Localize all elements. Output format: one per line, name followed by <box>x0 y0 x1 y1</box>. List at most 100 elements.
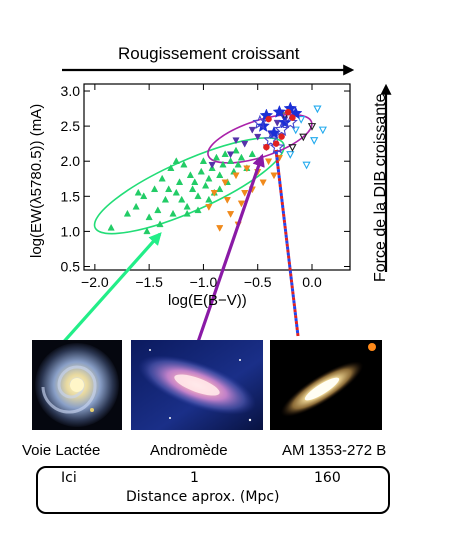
triangle-up-point <box>232 146 240 154</box>
circle-point <box>265 115 272 123</box>
triangle-up-point <box>216 171 224 178</box>
x-tick-label: −1.5 <box>135 274 163 290</box>
data-points <box>107 101 327 235</box>
y-tick-label: 1.0 <box>61 223 81 239</box>
triangle-down-point <box>291 126 300 135</box>
y-tick-label: 1.5 <box>61 188 81 204</box>
triangle-up-point <box>183 209 191 217</box>
x-tick-label: 0.0 <box>302 274 322 290</box>
triangle-up-point <box>197 167 205 175</box>
triangle-down-point <box>221 179 229 187</box>
milky-way-arrow <box>58 232 162 348</box>
star-point <box>252 114 268 130</box>
triangle-up-point <box>205 174 213 182</box>
axis-ticks: −2.0 −1.5 −1.0 −0.5 0.0 0.5 1.0 1.5 2.0 2.5 3.0 <box>61 83 350 290</box>
triangle-up-point <box>172 188 180 196</box>
triangle-up-point <box>178 195 186 203</box>
triangle-up-point <box>154 206 162 214</box>
milky-way-label: Voie Lactée <box>22 442 101 459</box>
triangle-up-point <box>194 192 202 200</box>
triangle-down-point <box>210 190 218 197</box>
y-tick-label: 2.5 <box>61 118 81 134</box>
triangle-up-point <box>158 174 166 182</box>
triangle-down-point <box>264 158 273 166</box>
triangle-up-point <box>140 192 148 200</box>
dib-strength-title: Force de la DIB croissante <box>372 93 389 282</box>
triangle-up-point <box>216 185 224 193</box>
plot-frame <box>83 83 351 271</box>
y-tick-label: 0.5 <box>61 258 81 274</box>
y-axis-label: log(EW(λ5780.5)) (mA) <box>28 103 45 258</box>
distance-andromeda: 1 <box>190 470 199 486</box>
triangle-up-point <box>161 195 170 203</box>
triangle-up-point <box>219 160 227 168</box>
circle-point <box>263 143 270 151</box>
triangle-down-point <box>273 119 281 127</box>
triangle-down-point <box>286 151 295 159</box>
triangle-up-point <box>221 150 229 157</box>
triangle-down-point <box>243 165 251 173</box>
circle-point <box>272 140 280 147</box>
triangle-down-point <box>259 179 267 187</box>
circle-point <box>284 108 292 116</box>
triangle-up-point <box>156 220 164 228</box>
triangle-up-point <box>167 164 175 171</box>
triangle-up-point <box>188 185 197 193</box>
am1353-link-blue <box>274 149 300 337</box>
distance-box: Ici 1 160 Distance aprox. (Mpc) <box>36 466 390 514</box>
triangle-down-point <box>223 197 231 204</box>
andromeda-label: Andromède <box>150 442 228 459</box>
triangle-up-point <box>234 160 242 168</box>
triangle-down-point <box>313 105 322 114</box>
triangle-down-point <box>302 161 311 170</box>
triangle-up-point <box>248 150 256 157</box>
triangle-down-point <box>208 161 216 169</box>
triangle-up-point <box>172 157 180 164</box>
triangle-down-point <box>237 200 246 208</box>
triangle-down-point <box>299 133 308 142</box>
triangle-down-point <box>241 140 249 148</box>
y-tick-label: 2.0 <box>61 153 81 169</box>
triangle-down-point <box>297 116 306 124</box>
triangle-up-point <box>199 157 208 164</box>
triangle-down-point <box>226 151 235 159</box>
x-tick-label: −2.0 <box>81 274 109 290</box>
andromeda-arrow <box>196 153 265 343</box>
distance-caption: Distance aprox. (Mpc) <box>126 489 280 505</box>
triangle-up-point <box>169 209 177 217</box>
triangle-up-point <box>226 157 235 164</box>
am1353-link-red <box>274 149 300 337</box>
triangle-down-point <box>318 126 327 135</box>
triangle-down-point <box>226 211 235 218</box>
circle-point <box>278 133 285 140</box>
triangle-up-point <box>186 171 195 178</box>
milky-way-image <box>32 340 122 430</box>
andromeda-image <box>131 340 263 430</box>
triangle-down-point <box>232 172 240 180</box>
triangle-down-point <box>288 144 297 152</box>
triangle-up-point <box>201 181 210 189</box>
triangle-up-point <box>191 178 199 186</box>
triangle-down-point <box>248 126 256 134</box>
star-point <box>263 132 279 147</box>
triangle-up-point <box>134 188 142 196</box>
star-point <box>282 114 298 130</box>
triangle-up-point <box>145 213 153 221</box>
triangle-up-point <box>107 223 115 231</box>
triangle-up-point <box>212 153 221 161</box>
triangle-down-point <box>216 225 224 232</box>
x-axis-label: log(E(B−V)) <box>168 292 247 309</box>
triangle-up-point <box>165 185 173 193</box>
triangle-up-point <box>194 206 202 214</box>
triangle-down-point <box>270 172 278 180</box>
triangle-down-point <box>280 112 289 121</box>
triangle-down-point <box>310 137 319 145</box>
triangle-up-point <box>150 185 159 193</box>
triangle-down-point <box>307 123 317 131</box>
triangle-down-point <box>241 190 249 197</box>
y-tick-label: 3.0 <box>61 83 81 99</box>
distance-milky-way: Ici <box>61 470 77 486</box>
triangle-up-point <box>175 178 184 186</box>
reddening-title: Rougissement croissant <box>118 44 300 63</box>
